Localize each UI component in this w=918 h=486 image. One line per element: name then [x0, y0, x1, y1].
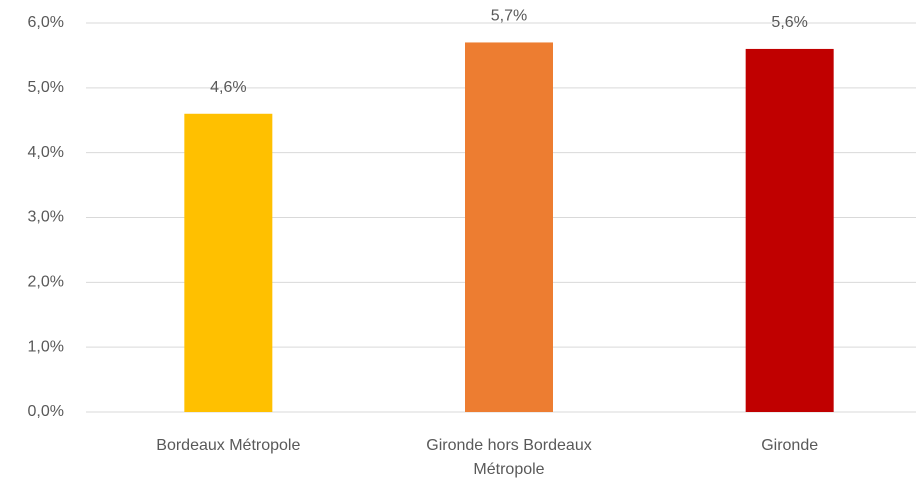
y-tick-label: 4,0%: [28, 144, 64, 161]
data-label: 5,6%: [771, 14, 807, 31]
x-tick-label: Gironde: [761, 437, 819, 454]
y-tick-label: 6,0%: [28, 14, 64, 31]
y-tick-label: 0,0%: [28, 403, 64, 420]
y-tick-label: 1,0%: [28, 338, 64, 355]
data-label: 5,7%: [491, 8, 527, 25]
y-tick-label: 2,0%: [28, 274, 64, 291]
bar: [465, 42, 553, 412]
y-tick-label: 3,0%: [28, 209, 64, 226]
bar: [184, 113, 273, 413]
x-tick-label: Bordeaux Métropole: [156, 437, 301, 454]
bar: [745, 48, 834, 412]
x-tick-label: Gironde hors Bordeaux Métropole: [426, 437, 592, 478]
data-label: 4,6%: [210, 79, 246, 96]
y-tick-label: 5,0%: [28, 79, 64, 96]
